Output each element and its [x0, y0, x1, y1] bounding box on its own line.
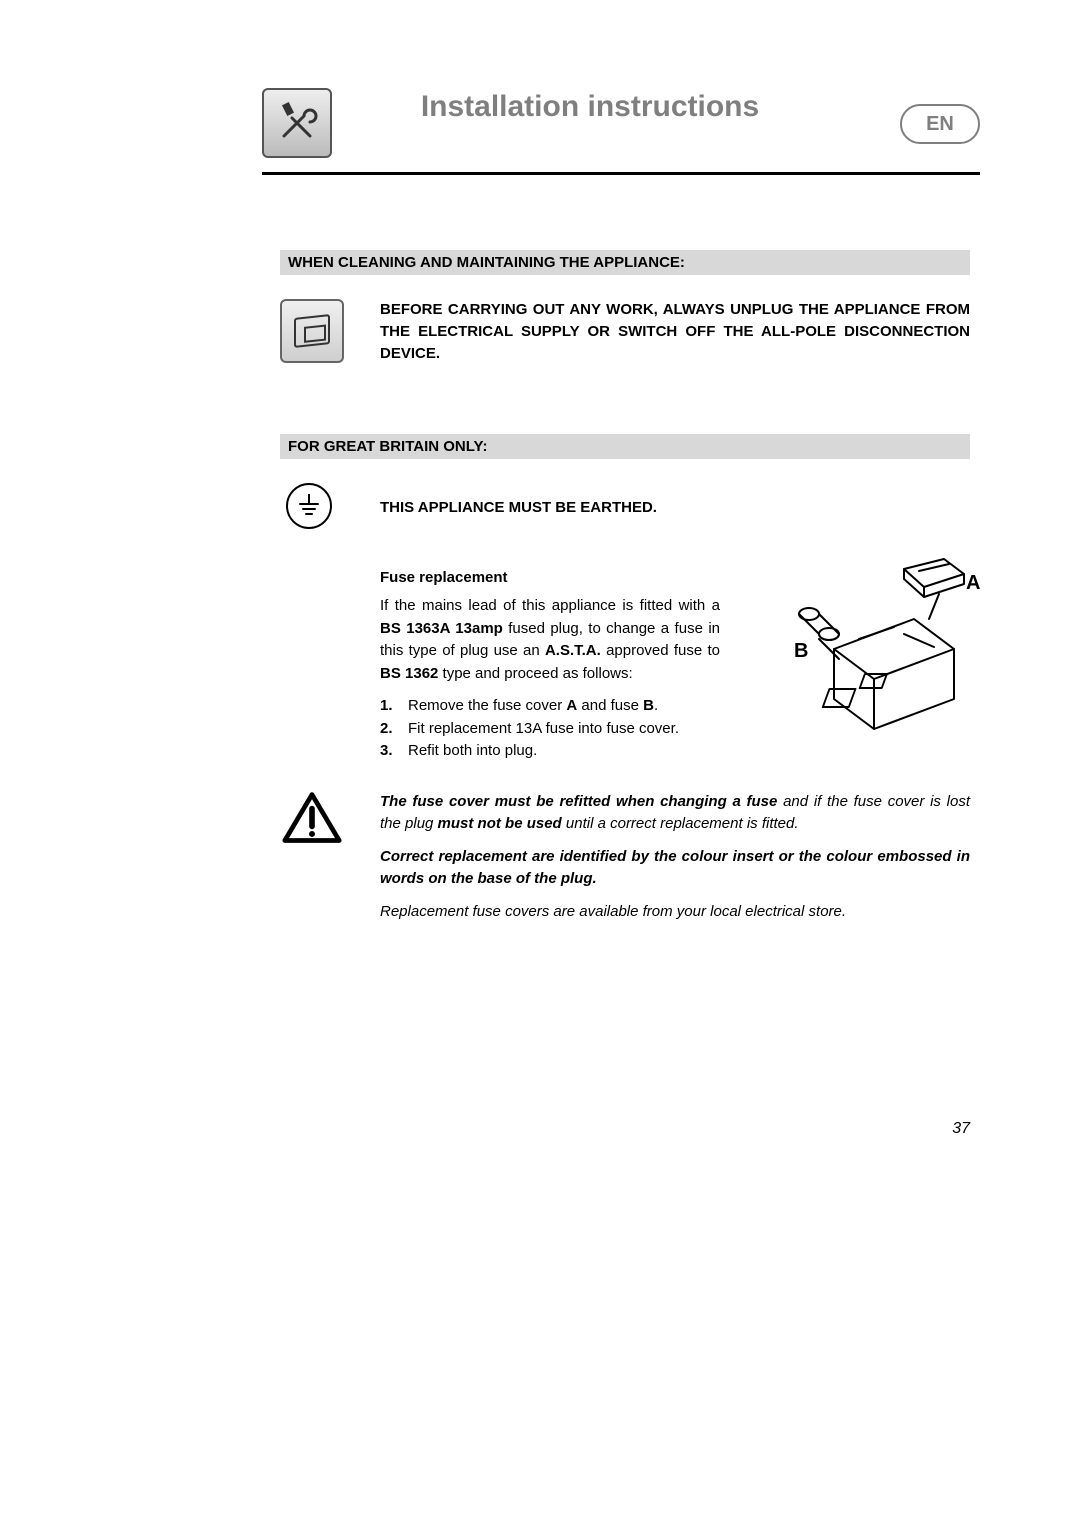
warning-p1-end: until a correct replacement is fitted.	[562, 815, 799, 832]
page-title: Installation instructions	[280, 90, 900, 124]
earthed-text-column: THIS APPLIANCE MUST BE EARTHED.	[380, 483, 970, 519]
list-item: 3. Refit both into plug.	[380, 740, 720, 763]
cleaning-warning-row: BEFORE CARRYING OUT ANY WORK, ALWAYS UNP…	[280, 299, 970, 364]
fuse-steps-list: 1. Remove the fuse cover A and fuse B. 2…	[380, 695, 720, 763]
header-rule	[262, 172, 980, 175]
document-page: Installation instructions EN WHEN CLEANI…	[0, 0, 1080, 1528]
fuse-intro-post1: approved fuse to	[601, 642, 720, 659]
step1-a: A	[566, 697, 577, 714]
step-number: 3.	[380, 740, 408, 763]
step-2-text: Fit replacement 13A fuse into fuse cover…	[408, 718, 720, 741]
warning-row: The fuse cover must be refitted when cha…	[280, 791, 970, 934]
earth-glyph-icon	[299, 494, 319, 518]
warning-p2: Correct replacement are identified by th…	[380, 846, 970, 891]
step1-post: .	[654, 697, 658, 714]
plug-diagram-icon: A B	[764, 539, 984, 739]
section-heading-cleaning: WHEN CLEANING AND MAINTAINING THE APPLIA…	[280, 250, 970, 275]
step-number: 1.	[380, 695, 408, 718]
icon-column	[280, 299, 356, 363]
fuse-intro-asta: A.S.T.A.	[545, 642, 601, 659]
plug-figure-column: A B	[744, 539, 964, 744]
earth-symbol-icon	[286, 483, 332, 529]
unplug-icon	[280, 299, 344, 363]
list-item: 1. Remove the fuse cover A and fuse B.	[380, 695, 720, 718]
figure-label-b: B	[794, 640, 808, 662]
page-header: Installation instructions	[280, 90, 900, 124]
step-1-text: Remove the fuse cover A and fuse B.	[408, 695, 720, 718]
language-badge: EN	[900, 104, 980, 144]
wrench-screwdriver-icon	[274, 100, 320, 146]
fuse-heading: Fuse replacement	[380, 567, 720, 589]
warning-triangle-icon	[282, 791, 342, 845]
earthed-text: THIS APPLIANCE MUST BE EARTHED.	[380, 497, 970, 519]
fuse-intro-paragraph: If the mains lead of this appliance is f…	[380, 595, 720, 685]
warning-p1: The fuse cover must be refitted when cha…	[380, 791, 970, 836]
step1-b: B	[643, 697, 654, 714]
icon-column	[280, 483, 356, 529]
fuse-text-column: Fuse replacement If the mains lead of th…	[380, 539, 720, 762]
icon-column	[280, 791, 356, 850]
figure-label-a: A	[966, 572, 980, 594]
earthed-row: THIS APPLIANCE MUST BE EARTHED.	[280, 483, 970, 529]
plug-shape-icon	[294, 314, 330, 348]
gb-section-content: THIS APPLIANCE MUST BE EARTHED. Fuse rep…	[280, 483, 970, 933]
fuse-intro-pre: If the mains lead of this appliance is f…	[380, 597, 720, 614]
page-content: WHEN CLEANING AND MAINTAINING THE APPLIA…	[280, 220, 970, 933]
step1-mid: and fuse	[577, 697, 643, 714]
step-3-text: Refit both into plug.	[408, 740, 720, 763]
section-heading-gb: FOR GREAT BRITAIN ONLY:	[280, 434, 970, 459]
warning-text-column: The fuse cover must be refitted when cha…	[380, 791, 970, 934]
warning-p1-bold: The fuse cover must be refitted when cha…	[380, 793, 777, 810]
fuse-intro-bs2: BS 1362	[380, 665, 438, 682]
tools-icon	[262, 88, 332, 158]
warning-p3: Replacement fuse covers are available fr…	[380, 901, 970, 924]
page-number: 37	[952, 1120, 970, 1138]
step1-pre: Remove the fuse cover	[408, 697, 566, 714]
fuse-intro-post2: type and proceed as follows:	[438, 665, 632, 682]
warning-p1-bold2: must not be used	[438, 815, 562, 832]
step-number: 2.	[380, 718, 408, 741]
cleaning-warning-text: BEFORE CARRYING OUT ANY WORK, ALWAYS UNP…	[380, 299, 970, 364]
fuse-intro-bs: BS 1363A 13amp	[380, 620, 503, 637]
list-item: 2. Fit replacement 13A fuse into fuse co…	[380, 718, 720, 741]
fuse-replacement-row: Fuse replacement If the mains lead of th…	[280, 539, 970, 762]
